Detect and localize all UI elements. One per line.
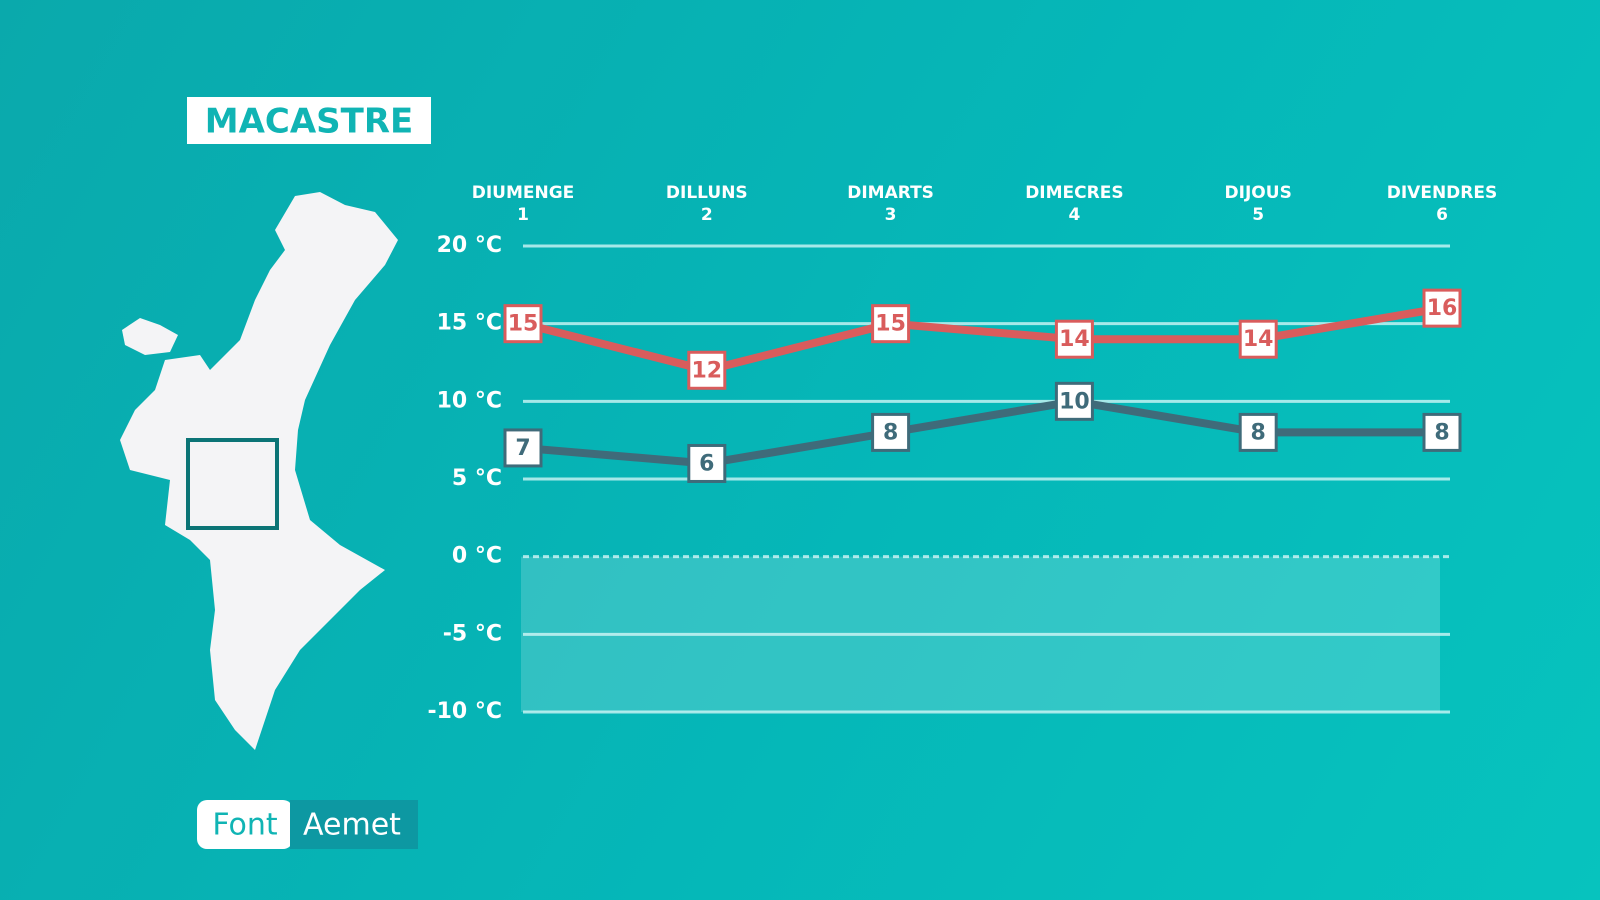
data-point bbox=[1422, 412, 1462, 452]
x-tick-label: DIJOUS 5 bbox=[1224, 183, 1292, 225]
title-box bbox=[187, 97, 431, 144]
y-tick-label: 10 °C bbox=[437, 388, 502, 413]
x-tick-label: DIVENDRES 6 bbox=[1386, 183, 1498, 225]
data-label: 14 bbox=[1243, 327, 1274, 352]
data-point bbox=[503, 428, 543, 468]
data-point bbox=[1422, 288, 1462, 328]
data-label: 15 bbox=[508, 312, 539, 337]
data-point bbox=[1054, 381, 1094, 421]
data-label: 10 bbox=[1059, 389, 1090, 414]
data-point bbox=[1238, 319, 1278, 359]
data-label: 12 bbox=[691, 358, 722, 383]
data-point bbox=[503, 304, 543, 344]
chart-title: MACASTRE bbox=[205, 102, 414, 142]
data-point bbox=[1238, 412, 1278, 452]
data-label: 15 bbox=[875, 312, 906, 337]
data-point bbox=[687, 350, 727, 390]
x-tick-label: DIMECRES 4 bbox=[1025, 183, 1124, 225]
y-tick-label: 20 °C bbox=[437, 233, 502, 258]
data-point bbox=[871, 304, 911, 344]
data-label: 6 bbox=[699, 451, 714, 476]
y-tick-label: 15 °C bbox=[437, 311, 502, 336]
x-tick-label: DILLUNS 2 bbox=[665, 183, 748, 225]
source-label: Font bbox=[212, 808, 278, 843]
data-point bbox=[1054, 319, 1094, 359]
region-map bbox=[120, 192, 398, 750]
data-point bbox=[687, 443, 727, 483]
region-map-island bbox=[122, 318, 178, 355]
data-label: 8 bbox=[1251, 420, 1266, 445]
source-name: Aemet bbox=[303, 808, 401, 843]
y-tick-label: -5 °C bbox=[443, 621, 502, 646]
series-line bbox=[522, 304, 1443, 375]
series-line bbox=[522, 397, 1442, 468]
x-tick-label: DIMARTS 3 bbox=[847, 183, 934, 225]
y-tick-label: 5 °C bbox=[452, 466, 502, 491]
data-label: 7 bbox=[515, 436, 530, 461]
y-tick-label: -10 °C bbox=[427, 699, 502, 724]
x-tick-label: DIUMENGE 1 bbox=[471, 183, 575, 225]
data-label: 8 bbox=[1434, 420, 1449, 445]
source-name-box bbox=[290, 800, 418, 849]
y-tick-label: 0 °C bbox=[452, 544, 502, 569]
data-label: 14 bbox=[1059, 327, 1090, 352]
location-marker bbox=[186, 438, 279, 530]
data-label: 16 bbox=[1427, 296, 1458, 321]
data-point bbox=[871, 412, 911, 452]
data-label: 8 bbox=[883, 420, 898, 445]
source-label-box bbox=[197, 800, 293, 849]
